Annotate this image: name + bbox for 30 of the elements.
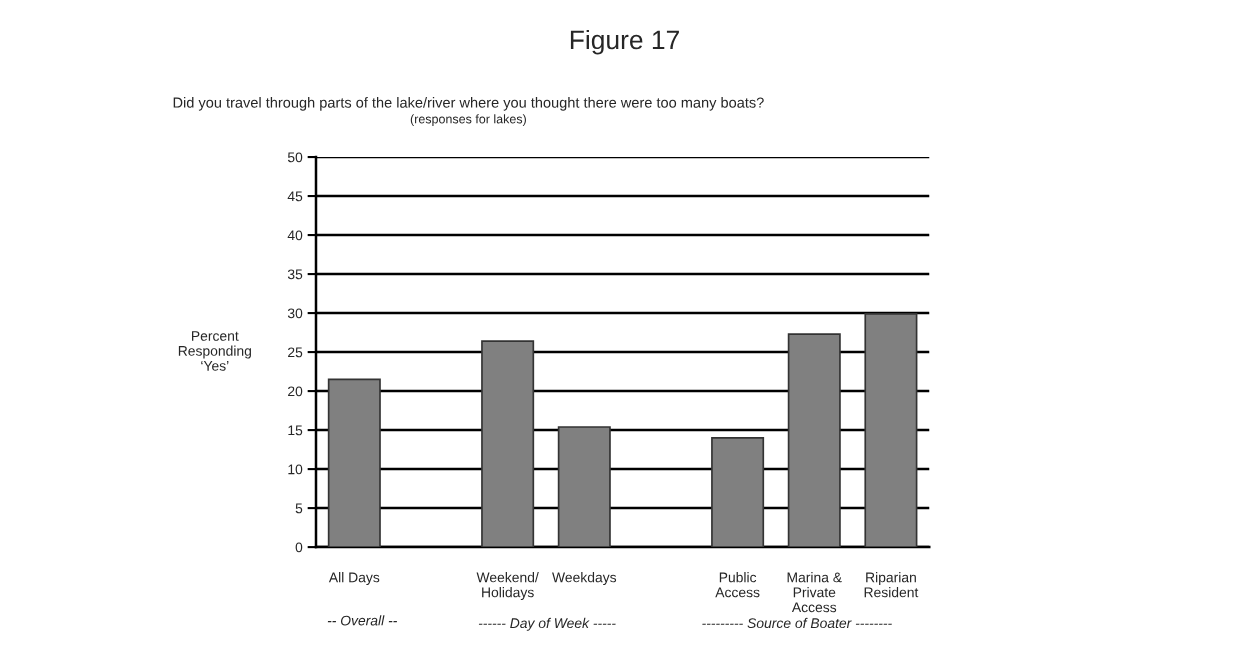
y-tick-label: 50 [287,152,303,163]
y-tick-label: 30 [287,308,303,319]
text: ------ Day of Week ----- [478,617,616,631]
text: -- Overall -- [327,615,398,626]
y-tick-label: 20 [288,386,303,397]
x-tick-label: All Days [328,572,380,586]
y-tick-label: 0 [295,542,303,553]
y-axis-title: Percent Responding ‘Yes’ [178,331,251,371]
text: (responses for lakes) [410,114,526,126]
x-tick-label: Weekdays [552,572,617,586]
x-tick-label: Marina & Private Access [787,572,842,613]
y-tick-label: 5 [295,503,303,514]
bar [787,333,841,548]
bar [481,340,535,548]
y-tick-label: 45 [287,191,303,202]
text: --------- Source of Boater -------- [702,617,892,629]
chart-title: Figure 17 [570,29,679,55]
y-tick-label: 40 [287,230,303,241]
x-tick-label: Riparian Resident [864,572,919,598]
y-tick-label: 10 [288,464,303,475]
x-tick-label: Weekend/ Holidays [476,572,539,601]
x-tick-label: Public Access [715,572,760,598]
bar [557,426,611,548]
y-tick-label: 15 [288,425,303,436]
bar [711,437,765,548]
y-tick-label: 25 [288,347,303,358]
bar [864,313,918,548]
bar [327,378,381,548]
y-tick-label: 35 [287,269,303,280]
chart-subtitle: Did you travel through parts of the lake/river where you thought there were too many boats? [173,97,764,111]
